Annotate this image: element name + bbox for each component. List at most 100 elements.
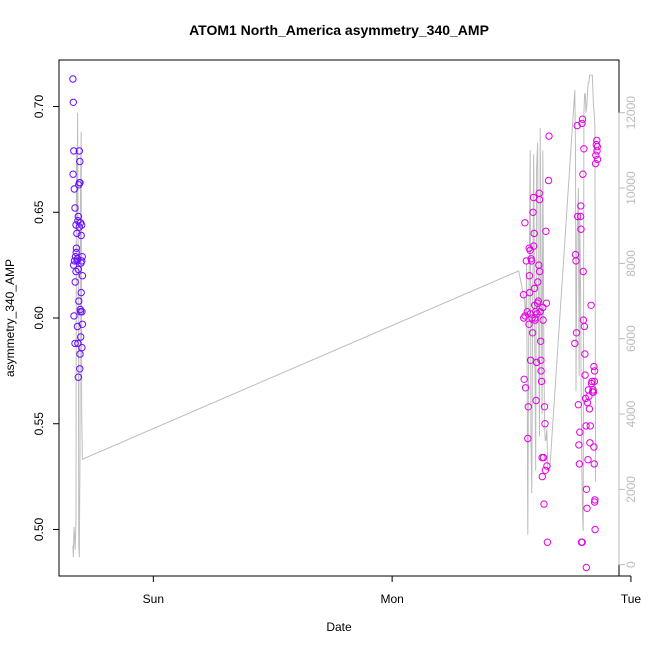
data-point bbox=[71, 339, 79, 348]
data-point bbox=[543, 538, 552, 546]
data-point bbox=[542, 299, 551, 307]
data-point bbox=[532, 358, 541, 367]
data-point bbox=[78, 343, 86, 352]
data-point bbox=[521, 219, 529, 227]
data-point bbox=[524, 434, 532, 443]
data-point bbox=[522, 257, 530, 265]
data-point bbox=[542, 227, 550, 236]
data-point bbox=[579, 267, 587, 276]
data-point bbox=[74, 373, 83, 381]
data-point bbox=[590, 362, 598, 371]
data-point bbox=[526, 288, 534, 297]
x-tick-label: Mon bbox=[380, 592, 403, 606]
data-point bbox=[77, 333, 85, 341]
data-point bbox=[532, 308, 540, 316]
data-point bbox=[576, 212, 585, 221]
data-point bbox=[537, 356, 545, 364]
data-point bbox=[589, 388, 598, 396]
data-point bbox=[538, 472, 546, 481]
x-tick-label: Sun bbox=[143, 592, 164, 606]
data-point bbox=[593, 147, 601, 155]
data-point bbox=[575, 441, 583, 449]
data-point bbox=[582, 563, 590, 572]
data-point bbox=[78, 221, 86, 229]
data-point bbox=[539, 316, 547, 324]
data-point bbox=[527, 257, 536, 265]
data-point bbox=[580, 322, 589, 331]
data-point bbox=[76, 350, 84, 358]
data-point bbox=[590, 460, 598, 468]
data-point bbox=[591, 525, 599, 534]
chart-title: ATOM1 North_America asymmetry_340_AMP bbox=[189, 22, 489, 38]
data-point bbox=[534, 278, 542, 286]
data-point bbox=[75, 297, 83, 305]
y-axis: 0.50 0.55 0.60 0.65 0.70 bbox=[32, 95, 60, 541]
y2-tick-label: 10000 bbox=[624, 171, 638, 205]
data-point bbox=[521, 384, 530, 392]
data-point bbox=[575, 460, 584, 468]
data-point bbox=[576, 428, 584, 436]
data-point bbox=[539, 303, 547, 312]
y2-tick-label: 4000 bbox=[624, 400, 638, 427]
data-point bbox=[592, 151, 600, 159]
y-tick-label: 0.50 bbox=[32, 517, 46, 541]
data-point bbox=[70, 185, 79, 193]
data-point bbox=[580, 145, 588, 153]
data-point bbox=[537, 367, 545, 375]
data-point bbox=[528, 329, 537, 337]
secondary-y-axis: 0 2000 4000 6000 8000 10000 12000 bbox=[618, 96, 638, 568]
data-point bbox=[579, 170, 587, 178]
data-point bbox=[541, 420, 549, 428]
data-point bbox=[73, 257, 81, 265]
data-point bbox=[72, 267, 80, 276]
data-point bbox=[539, 453, 548, 462]
data-point bbox=[585, 405, 594, 413]
data-point bbox=[586, 422, 594, 430]
data-point bbox=[532, 396, 540, 405]
y-tick-label: 0.55 bbox=[32, 412, 46, 436]
data-point bbox=[534, 297, 542, 305]
data-point bbox=[530, 284, 539, 293]
data-point bbox=[590, 443, 598, 451]
data-point bbox=[69, 75, 77, 83]
data-point bbox=[590, 377, 599, 386]
data-point bbox=[73, 322, 82, 331]
data-point bbox=[572, 257, 580, 265]
data-point bbox=[588, 377, 596, 386]
count-trace bbox=[72, 74, 597, 558]
y-tick-label: 0.60 bbox=[32, 306, 46, 330]
data-point bbox=[545, 132, 553, 140]
data-point bbox=[77, 288, 85, 297]
data-point bbox=[593, 143, 601, 151]
data-point bbox=[74, 265, 83, 274]
data-point bbox=[78, 320, 87, 328]
data-point bbox=[574, 401, 583, 409]
data-point bbox=[69, 170, 77, 178]
y-tick-label: 0.65 bbox=[32, 200, 46, 224]
data-point bbox=[71, 278, 79, 286]
data-point bbox=[577, 202, 585, 210]
data-point bbox=[573, 121, 581, 130]
data-point bbox=[71, 204, 79, 212]
data-point bbox=[578, 115, 587, 123]
y2-tick-label: 2000 bbox=[624, 476, 638, 503]
data-point bbox=[585, 392, 593, 400]
data-point bbox=[78, 257, 86, 265]
data-point bbox=[590, 367, 599, 375]
data-point bbox=[76, 179, 84, 187]
data-point bbox=[574, 212, 582, 221]
data-point bbox=[530, 242, 538, 250]
data-point bbox=[583, 504, 591, 512]
data-point bbox=[525, 272, 534, 280]
data-point bbox=[78, 272, 87, 280]
data-point bbox=[587, 301, 595, 309]
y-axis-label: asymmetry_340_AMP bbox=[3, 259, 17, 377]
data-point bbox=[525, 320, 533, 328]
data-point bbox=[70, 312, 78, 320]
data-point bbox=[591, 159, 600, 168]
data-point bbox=[520, 375, 528, 383]
data-point bbox=[586, 439, 594, 447]
data-point bbox=[530, 229, 538, 238]
y2-tick-label: 12000 bbox=[624, 96, 638, 130]
data-point bbox=[537, 337, 545, 345]
